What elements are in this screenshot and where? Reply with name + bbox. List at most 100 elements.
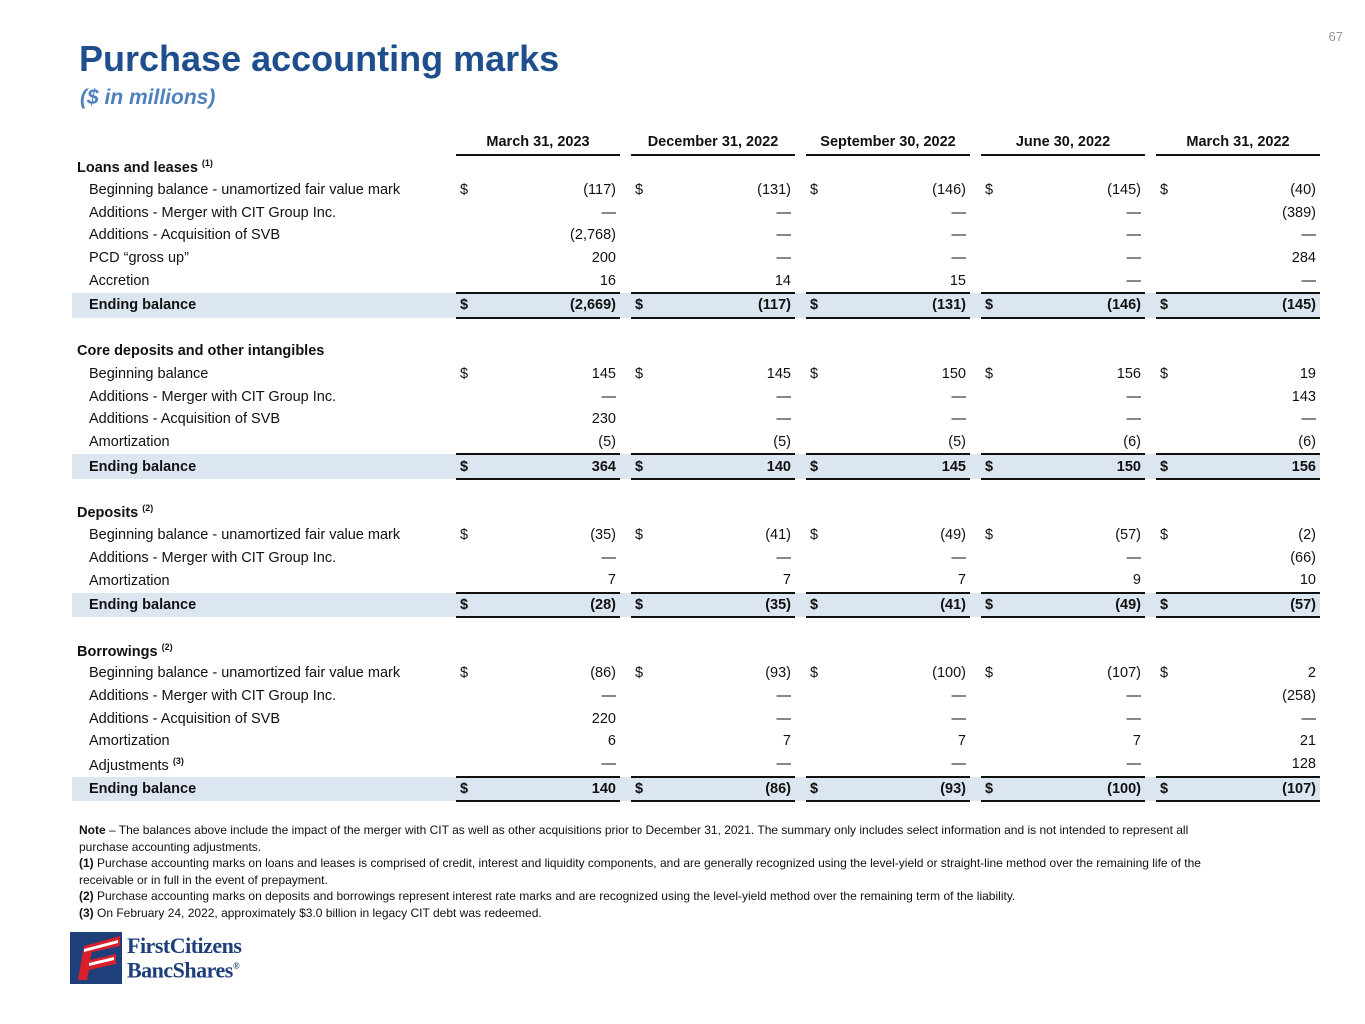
currency-symbol: [806, 247, 836, 270]
table-cell-value: 14: [774, 272, 791, 289]
currency-symbol: [1156, 224, 1186, 247]
table-cell-value: (117): [583, 182, 616, 199]
gap: [795, 385, 806, 408]
table-row: Additions - Merger with CIT Group Inc. — —…: [72, 685, 1320, 708]
currency-symbol: $: [460, 365, 469, 382]
gap: [445, 224, 456, 247]
gap: [970, 685, 981, 708]
table-cell-value: —: [1126, 388, 1142, 405]
spacer: [72, 318, 1320, 340]
gap: [1145, 546, 1156, 569]
gap: [620, 385, 631, 408]
table-cell-value: (5): [948, 433, 966, 450]
table-cell-value: —: [951, 204, 967, 221]
table-cell-value: —: [601, 388, 617, 405]
table-cell-value: —: [1126, 710, 1142, 727]
table-cell-value: (146): [932, 182, 966, 199]
currency-symbol: [981, 546, 1011, 569]
gap: [970, 201, 981, 224]
header-spacer: [72, 130, 445, 155]
page-title: Purchase accounting marks: [79, 38, 560, 79]
row-label: Ending balance: [72, 454, 445, 479]
row-label: Ending balance: [72, 592, 445, 618]
spacer: [445, 501, 1320, 524]
gap: [795, 363, 806, 386]
currency-symbol: [981, 707, 1011, 730]
gap: [620, 247, 631, 270]
row-label-text: Additions - Acquisition of SVB: [89, 227, 281, 244]
ending-balance-row: Ending balance $364 $140 $145 $150 $156: [72, 453, 1320, 480]
logo-line2: BancShares: [127, 957, 233, 983]
table-cell-value: 16: [599, 272, 616, 289]
table-cell-value: —: [776, 710, 792, 727]
gap: [970, 524, 981, 547]
gap: [445, 201, 456, 224]
purchase-accounting-table: March 31, 2023 December 31, 2022 September…: [72, 130, 1320, 803]
table-cell-value: —: [776, 388, 792, 405]
currency-symbol: [631, 269, 661, 293]
table-cell-value: (131): [836, 292, 970, 319]
currency-symbol: [1156, 685, 1186, 708]
currency-symbol: $: [985, 526, 994, 543]
row-label-text: Additions - Merger with CIT Group Inc.: [89, 388, 337, 405]
currency-symbol: $: [635, 365, 644, 382]
currency-symbol: $: [810, 665, 819, 682]
row-label-text: Additions - Acquisition of SVB: [89, 411, 281, 428]
gap: [1145, 363, 1156, 386]
gap: [1145, 569, 1156, 593]
footnote: (3) On February 24, 2022, approximately …: [79, 905, 1219, 922]
table-cell-value: —: [951, 411, 967, 428]
footnote: (2) Purchase accounting marks on deposit…: [79, 888, 1219, 905]
gap: [445, 385, 456, 408]
gap: [795, 454, 806, 479]
gap: [1145, 269, 1156, 293]
gap: [1145, 201, 1156, 224]
currency-symbol: [981, 753, 1011, 777]
currency-symbol: $: [456, 591, 486, 619]
currency-symbol: $: [460, 182, 469, 199]
currency-symbol: [806, 201, 836, 224]
gap: [620, 524, 631, 547]
currency-symbol: $: [810, 365, 819, 382]
gap: [445, 363, 456, 386]
row-label: Additions - Acquisition of SVB: [72, 224, 445, 247]
table-row: Beginning balance $145 $145 $150 $156 $19: [72, 363, 1320, 386]
table-cell-value: 230: [591, 411, 616, 428]
table-cell-value: —: [951, 688, 967, 705]
currency-symbol: $: [631, 775, 661, 803]
gap: [445, 730, 456, 753]
currency-symbol: [631, 247, 661, 270]
row-label-text: Beginning balance - unamortized fair val…: [89, 526, 401, 543]
section-title-text: Loans and leases: [77, 159, 198, 176]
row-label-text: Accretion: [89, 273, 150, 290]
footnote-text: Purchase accounting marks on deposits an…: [93, 889, 1016, 903]
table-cell-value: —: [776, 250, 792, 267]
currency-symbol: [1156, 247, 1186, 270]
table-cell-value: —: [951, 227, 967, 244]
currency-symbol: $: [631, 591, 661, 619]
table-cell-value: —: [951, 549, 967, 566]
table-cell-value: —: [601, 756, 617, 773]
gap: [970, 224, 981, 247]
blank-row: [72, 617, 1320, 639]
currency-symbol: $: [460, 665, 469, 682]
table-cell-value: 7: [957, 572, 966, 589]
currency-symbol: [456, 247, 486, 270]
column-header: December 31, 2022: [631, 130, 795, 156]
gap: [1145, 247, 1156, 270]
currency-symbol: $: [456, 775, 486, 803]
currency-symbol: $: [985, 182, 994, 199]
table-cell-value: —: [601, 204, 617, 221]
table-cell-value: (49): [1011, 591, 1145, 619]
gap: [1145, 385, 1156, 408]
gap: [970, 546, 981, 569]
currency-symbol: [631, 385, 661, 408]
section-header-row: Core deposits and other intangibles: [72, 340, 1320, 363]
currency-symbol: [806, 224, 836, 247]
logo-line1: FirstCitizens: [127, 932, 242, 958]
table-cell-value: 9: [1132, 572, 1141, 589]
table-cell-value: (145): [1107, 182, 1141, 199]
table-row: Additions - Merger with CIT Group Inc. — —…: [72, 546, 1320, 569]
table-cell-value: (35): [590, 526, 616, 543]
footnote-key: Note: [79, 823, 106, 837]
